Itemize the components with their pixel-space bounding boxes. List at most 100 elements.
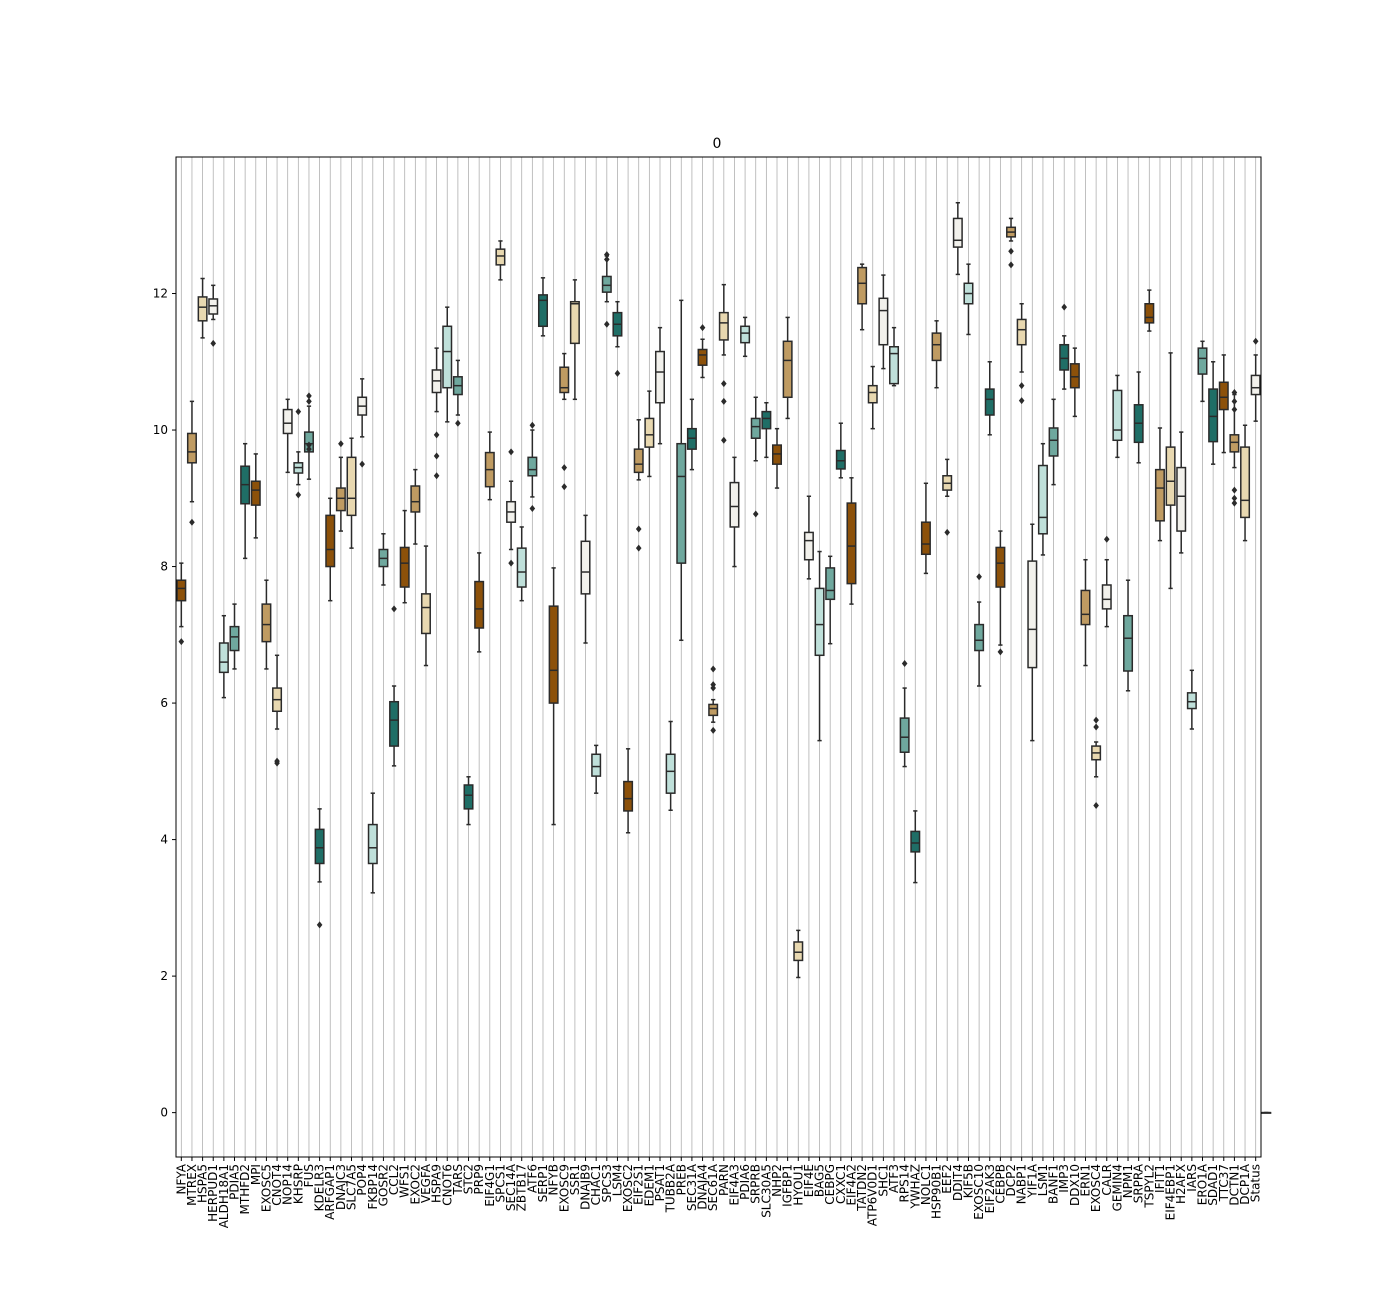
box-body [1165, 446, 1176, 506]
box-PARN [718, 283, 729, 444]
box-CALR [1101, 535, 1112, 628]
box-SLC30A5 [761, 401, 772, 459]
box-HERPUD1 [208, 284, 219, 347]
outlier-point [710, 665, 716, 673]
box-ATF6 [527, 421, 538, 513]
box-body [1123, 614, 1134, 672]
outlier-point [1093, 716, 1099, 724]
x-tick-label: EIF4G1 [483, 1164, 497, 1207]
x-tick-label: ATF3 [887, 1164, 901, 1193]
box-body [463, 784, 474, 810]
x-tick-label: SDAD1 [1206, 1164, 1220, 1206]
box-body [1250, 374, 1261, 396]
x-tick-label: SSR1 [568, 1164, 582, 1195]
box-body [654, 350, 665, 404]
y-tick-label: 8 [160, 560, 168, 574]
outlier-point [604, 320, 610, 328]
box-body [1154, 468, 1165, 522]
x-tick-label: CNOT4 [270, 1164, 284, 1206]
x-tick-label: EDEM1 [642, 1164, 656, 1206]
x-tick-label: NHP2 [770, 1164, 784, 1197]
outlier-point [1061, 303, 1068, 311]
outlier-point [710, 726, 716, 734]
x-tick-label: SPCS3 [600, 1164, 614, 1202]
box-KIF5B [963, 263, 974, 336]
x-tick-label: ATF6 [525, 1164, 539, 1193]
box-DNAJC3 [335, 440, 346, 532]
box-CNOT6 [442, 306, 453, 423]
x-tick-label: DCTN1 [1227, 1164, 1241, 1206]
box-body [197, 296, 208, 322]
outlier-point [710, 684, 716, 692]
outlier-point [1231, 486, 1238, 494]
outlier-point [1103, 535, 1110, 543]
box-body [527, 456, 538, 477]
box-PSAT1 [654, 326, 665, 445]
x-tick-label: Status [1249, 1164, 1263, 1202]
x-tick-label: EEF2 [940, 1164, 954, 1194]
box-GOSR2 [378, 533, 389, 586]
outlier-point [1008, 247, 1014, 255]
box-body [665, 753, 676, 794]
box-body [186, 432, 197, 464]
outlier-point [604, 251, 610, 259]
outlier-point [721, 436, 727, 444]
outlier-point [274, 759, 280, 767]
x-tick-label: EXOSC10 [972, 1164, 986, 1220]
box-body [261, 603, 272, 643]
box-IFIT1 [1154, 427, 1165, 542]
outlier-point [391, 605, 397, 613]
outlier-point [306, 392, 312, 400]
x-tick-label: EIF4A3 [727, 1164, 741, 1206]
x-tick-label: KIF5B [961, 1164, 975, 1198]
box-body [548, 605, 559, 704]
outlier-point [508, 448, 514, 456]
x-tick-label: CEBPG [823, 1164, 837, 1205]
box-RPS14 [899, 659, 910, 768]
outlier-point [210, 339, 217, 347]
x-tick-label: SLC7A5 [345, 1164, 359, 1210]
box-body [537, 294, 548, 328]
box-EIF4G1 [484, 431, 495, 501]
box-DNAJA4 [697, 324, 708, 379]
box-EXOSC2 [623, 748, 634, 834]
box-body [867, 384, 878, 404]
box-IMP3 [1059, 303, 1070, 390]
box-EXOC2 [410, 468, 421, 545]
box-STC2 [463, 776, 474, 826]
x-tick-label: MTREX [185, 1164, 199, 1206]
x-tick-label: EIF4A2 [844, 1164, 858, 1206]
box-body [325, 514, 336, 568]
box-body [1037, 464, 1048, 535]
box-body [410, 485, 421, 513]
outlier-point [944, 528, 951, 536]
box-PRP9 [474, 552, 485, 653]
outlier-point [433, 452, 440, 460]
outlier-point [1231, 499, 1238, 507]
outlier-point [604, 255, 610, 263]
box-MPI [250, 453, 261, 539]
outlier-point [306, 445, 312, 453]
y-tick-label: 2 [160, 969, 168, 983]
outlier-point [561, 483, 568, 491]
box-body [910, 830, 921, 853]
box-SRPRB [750, 396, 761, 518]
x-tick-label: KDELR3 [313, 1164, 327, 1211]
x-tick-label: IFIT1 [1153, 1164, 1167, 1193]
box-body [1186, 692, 1197, 710]
x-tick-label: ERN1 [1078, 1164, 1092, 1197]
x-tick-label: LSM4 [610, 1164, 624, 1196]
x-tick-label: YWHAZ [908, 1164, 922, 1210]
box-EIF4A3 [729, 456, 740, 568]
box-CNOT4 [272, 654, 283, 767]
x-tick-label: IGFBP1 [781, 1164, 795, 1207]
x-tick-label: SEC61A [706, 1163, 720, 1211]
x-tick-label: H2AFX [1174, 1164, 1188, 1204]
outlier-point [178, 638, 185, 646]
x-tick-label: EIF2S1 [632, 1164, 646, 1205]
box-FUS [303, 392, 314, 480]
box-body [857, 266, 868, 305]
box-body [580, 540, 591, 595]
x-tick-label: NOLC1 [919, 1164, 933, 1205]
y-tick-label: 4 [160, 833, 168, 847]
